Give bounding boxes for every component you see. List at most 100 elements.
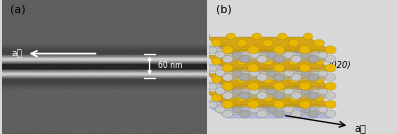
Polygon shape (205, 105, 330, 118)
Circle shape (299, 46, 310, 54)
Polygon shape (228, 96, 330, 98)
Circle shape (226, 69, 236, 76)
Circle shape (252, 33, 261, 40)
Polygon shape (205, 55, 330, 69)
Polygon shape (205, 64, 330, 78)
Circle shape (235, 79, 244, 85)
Circle shape (301, 51, 311, 58)
Polygon shape (205, 37, 330, 51)
Circle shape (222, 74, 233, 81)
Circle shape (304, 79, 312, 85)
Circle shape (294, 65, 303, 72)
Circle shape (303, 69, 313, 76)
Circle shape (311, 83, 320, 90)
Circle shape (287, 61, 295, 67)
Circle shape (240, 92, 250, 99)
Circle shape (301, 69, 311, 76)
Circle shape (201, 97, 209, 103)
Circle shape (232, 88, 242, 95)
Circle shape (253, 97, 261, 103)
Circle shape (278, 33, 287, 40)
Circle shape (270, 61, 278, 67)
Circle shape (215, 51, 225, 58)
Circle shape (225, 47, 234, 53)
Polygon shape (228, 60, 330, 61)
Circle shape (274, 110, 284, 118)
Circle shape (263, 76, 273, 83)
Circle shape (325, 82, 336, 90)
Text: (020): (020) (329, 61, 351, 70)
Circle shape (325, 55, 336, 63)
Circle shape (237, 58, 247, 65)
Circle shape (201, 51, 210, 58)
Circle shape (270, 43, 278, 49)
Circle shape (278, 51, 287, 58)
Circle shape (304, 97, 312, 103)
Circle shape (218, 79, 226, 85)
Circle shape (267, 88, 277, 95)
Polygon shape (205, 74, 330, 87)
Circle shape (294, 102, 303, 108)
Circle shape (252, 88, 261, 94)
Circle shape (284, 106, 294, 113)
Circle shape (222, 55, 233, 63)
Circle shape (252, 69, 261, 76)
Circle shape (274, 74, 284, 81)
Circle shape (318, 88, 328, 95)
Circle shape (242, 47, 252, 53)
Circle shape (311, 47, 320, 53)
Circle shape (240, 55, 250, 63)
Circle shape (208, 47, 217, 53)
Circle shape (325, 46, 336, 54)
Circle shape (253, 43, 261, 49)
Circle shape (289, 39, 299, 47)
Circle shape (201, 79, 209, 85)
Circle shape (274, 55, 284, 63)
Circle shape (253, 79, 261, 85)
Circle shape (299, 64, 310, 72)
Polygon shape (228, 114, 330, 116)
Circle shape (318, 51, 328, 58)
Circle shape (263, 39, 273, 47)
Circle shape (201, 33, 210, 40)
Circle shape (201, 69, 210, 76)
Circle shape (250, 106, 259, 113)
Circle shape (308, 92, 319, 99)
Circle shape (259, 65, 269, 72)
Circle shape (211, 94, 222, 101)
Circle shape (259, 83, 269, 90)
Circle shape (257, 74, 267, 81)
Polygon shape (228, 69, 330, 70)
Circle shape (263, 94, 273, 101)
Circle shape (308, 55, 319, 63)
Circle shape (267, 51, 277, 58)
Circle shape (273, 82, 285, 90)
Circle shape (314, 58, 324, 65)
Circle shape (242, 102, 252, 108)
Circle shape (303, 33, 313, 40)
Polygon shape (228, 105, 330, 107)
Polygon shape (205, 101, 330, 114)
Circle shape (273, 64, 285, 72)
Circle shape (248, 64, 259, 72)
Circle shape (301, 106, 311, 113)
Circle shape (215, 69, 225, 76)
Circle shape (211, 76, 222, 83)
Circle shape (232, 69, 242, 76)
Circle shape (314, 76, 324, 83)
Circle shape (235, 61, 244, 67)
Text: a軸: a軸 (355, 124, 367, 134)
Circle shape (301, 88, 311, 95)
Circle shape (242, 65, 252, 72)
Polygon shape (205, 46, 330, 60)
Circle shape (294, 83, 303, 90)
Circle shape (277, 83, 286, 90)
Circle shape (273, 100, 285, 108)
Circle shape (257, 55, 267, 63)
Circle shape (222, 92, 233, 99)
Circle shape (278, 69, 287, 76)
Circle shape (287, 97, 295, 103)
Circle shape (289, 58, 299, 65)
Text: a軸: a軸 (12, 49, 22, 58)
Circle shape (314, 94, 324, 101)
